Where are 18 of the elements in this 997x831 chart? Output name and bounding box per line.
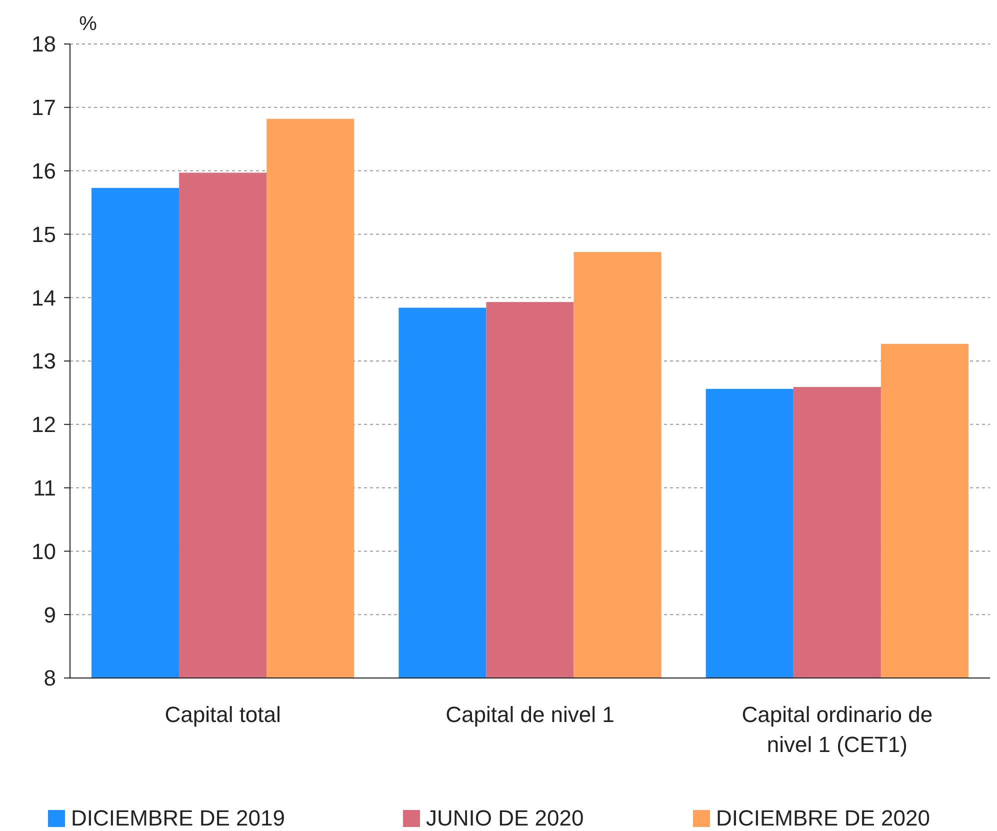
y-tick-label: 15 [32, 222, 56, 247]
legend-label: DICIEMBRE DE 2019 [71, 806, 285, 831]
y-tick-label: 10 [32, 538, 56, 564]
y-tick-label: 16 [32, 158, 56, 184]
y-tick-label: 12 [32, 412, 56, 438]
y-axis-title: % [79, 13, 98, 35]
legend-label: DICIEMBRE DE 2020 [716, 806, 930, 831]
y-tick-label: 17 [32, 95, 56, 120]
y-tick-label: 9 [44, 602, 56, 628]
y-tick-label: 13 [32, 348, 56, 374]
x-tick-label: Capital de nivel 1 [446, 702, 614, 727]
x-tick-label: Capital total [164, 702, 281, 727]
y-tick-label: 8 [44, 666, 56, 691]
y-tick-label: 14 [32, 285, 56, 310]
y-tick-label: 18 [32, 32, 56, 57]
y-tick-label: 11 [33, 476, 56, 500]
x-tick-label: Capital ordinario de nivel 1 (CET1) [742, 702, 933, 757]
legend-label: JUNIO DE 2020 [426, 806, 584, 831]
